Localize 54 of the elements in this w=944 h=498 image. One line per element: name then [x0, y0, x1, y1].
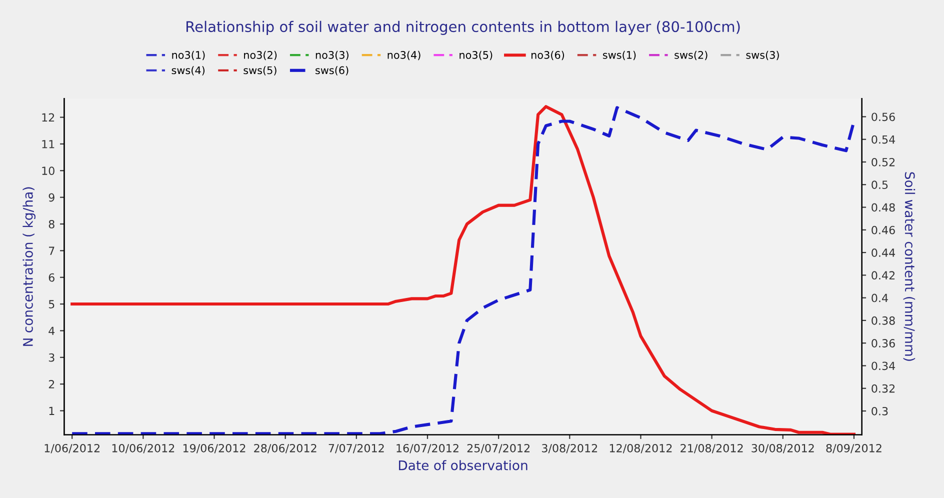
y-tick-label: 9	[48, 193, 54, 202]
chart-title: Relationship of soil water and nitrogen contents in bottom layer (80-100cm)	[186, 20, 740, 35]
y2-tick-label: 0.36	[872, 339, 895, 348]
x-tick-label: 10/06/2012	[112, 444, 174, 454]
x-tick-label: 3/08/2012	[542, 444, 598, 454]
y-tick-label: 3	[48, 353, 54, 362]
legend-label: sws(1)	[602, 50, 636, 60]
x-tick-label: 25/07/2012	[467, 444, 530, 454]
y2-tick-label: 0.3	[872, 406, 888, 416]
legend-label: no3(1)	[172, 50, 205, 60]
y2-tick-label: 0.42	[872, 271, 895, 280]
y-tick-label: 6	[48, 273, 54, 282]
y2-tick-label: 0.44	[872, 248, 896, 257]
y-tick-label: 2	[48, 380, 54, 388]
x-tick-label: 19/06/2012	[183, 444, 246, 454]
legend-label: sws(6)	[316, 66, 348, 76]
x-tick-label: 30/08/2012	[752, 444, 814, 454]
y-tick-label: 10	[42, 166, 54, 176]
y2-axis-title: Soil water content (mm/mm)	[903, 172, 916, 361]
y-tick-label: 11	[42, 140, 54, 148]
x-tick-label: 7/07/2012	[328, 444, 384, 454]
x-tick-label: 21/08/2012	[680, 444, 743, 454]
y2-tick-label: 0.52	[872, 158, 895, 166]
legend-label: sws(4)	[172, 66, 204, 76]
x-tick-label: 16/07/2012	[396, 444, 458, 454]
x-axis-title: Date of observation	[398, 460, 528, 470]
legend-label: no3(5)	[460, 50, 492, 60]
y2-tick-label: 0.34	[872, 362, 896, 370]
y2-tick-label: 0.32	[872, 384, 895, 393]
legend-label: sws(3)	[746, 50, 779, 60]
y2-tick-label: 0.48	[872, 203, 895, 212]
x-tick-label: 8/09/2012	[826, 444, 882, 454]
legend-label: sws(5)	[244, 66, 276, 76]
y-axis-title: N concentration ( kg/ha)	[22, 187, 36, 346]
y2-tick-label: 0.4	[872, 294, 888, 302]
legend-label: sws(2)	[674, 50, 708, 60]
legend-label: no3(3)	[316, 50, 348, 60]
y2-tick-label: 0.5	[872, 180, 888, 189]
y-tick-label: 8	[48, 220, 54, 228]
y2-tick-label: 0.56	[872, 112, 895, 122]
x-tick-label: 12/08/2012	[610, 444, 672, 454]
y-tick-label: 4	[48, 326, 55, 335]
y-tick-label: 7	[49, 246, 54, 255]
x-tick-label: 1/06/2012	[44, 444, 100, 454]
legend-label: no3(2)	[244, 50, 277, 60]
legend-label: no3(4)	[388, 50, 420, 60]
y-tick-label: 5	[48, 300, 54, 308]
x-tick-label: 28/06/2012	[254, 444, 316, 454]
legend-label: no3(6)	[532, 50, 564, 60]
y2-tick-label: 0.54	[872, 135, 896, 144]
y2-tick-label: 0.38	[872, 316, 895, 325]
y-tick-label: 12	[42, 113, 54, 122]
y-tick-label: 1	[49, 406, 54, 415]
y2-tick-label: 0.46	[872, 226, 895, 234]
